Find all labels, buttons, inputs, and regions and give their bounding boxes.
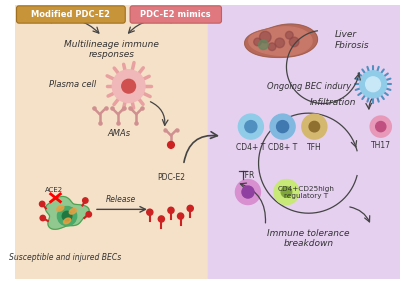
Circle shape <box>270 114 295 139</box>
Circle shape <box>245 121 257 133</box>
Text: PDC-E2: PDC-E2 <box>157 174 185 182</box>
Circle shape <box>62 211 72 221</box>
Circle shape <box>289 37 299 47</box>
Circle shape <box>178 213 184 219</box>
Text: Release: Release <box>106 195 136 204</box>
Circle shape <box>58 206 77 226</box>
FancyBboxPatch shape <box>16 6 125 23</box>
Circle shape <box>242 186 254 198</box>
Circle shape <box>268 43 276 51</box>
Text: ACE2: ACE2 <box>44 187 63 193</box>
Circle shape <box>112 70 145 103</box>
Circle shape <box>168 141 174 148</box>
Polygon shape <box>245 24 318 57</box>
Ellipse shape <box>64 218 70 224</box>
Text: TFR: TFR <box>241 170 255 179</box>
Text: CD8+ T: CD8+ T <box>268 143 297 152</box>
Text: CD4+CD25high
regulatory T: CD4+CD25high regulatory T <box>277 185 334 199</box>
Circle shape <box>366 77 380 92</box>
Circle shape <box>86 212 92 217</box>
Circle shape <box>286 31 293 39</box>
Text: CD4+ T: CD4+ T <box>236 143 266 152</box>
Circle shape <box>83 198 88 203</box>
Text: Susceptible and injured BECs: Susceptible and injured BECs <box>9 253 121 262</box>
Circle shape <box>309 121 320 132</box>
Circle shape <box>147 209 153 215</box>
Circle shape <box>275 38 284 48</box>
Text: Infiltration: Infiltration <box>309 98 356 107</box>
Ellipse shape <box>69 208 76 214</box>
Text: Modified PDC-E2: Modified PDC-E2 <box>31 10 110 19</box>
Text: PDC-E2 mimics: PDC-E2 mimics <box>140 10 211 19</box>
Circle shape <box>254 38 262 46</box>
Circle shape <box>370 116 391 137</box>
Circle shape <box>376 122 386 132</box>
Circle shape <box>187 205 193 212</box>
Text: Plasma cell: Plasma cell <box>49 80 96 89</box>
Circle shape <box>238 114 263 139</box>
Polygon shape <box>46 197 89 229</box>
Text: AMAs: AMAs <box>108 130 130 139</box>
Circle shape <box>40 215 46 221</box>
Circle shape <box>302 114 327 139</box>
Circle shape <box>258 40 268 50</box>
Circle shape <box>236 179 260 204</box>
Circle shape <box>260 31 271 43</box>
Circle shape <box>122 79 136 93</box>
Text: TFH: TFH <box>307 143 322 152</box>
Bar <box>208 5 400 279</box>
Text: TH17: TH17 <box>371 141 391 150</box>
Circle shape <box>274 179 299 204</box>
Polygon shape <box>249 27 312 55</box>
Circle shape <box>276 121 289 133</box>
Text: Immune tolerance
breakdown: Immune tolerance breakdown <box>267 229 350 248</box>
Text: Liver
Fbirosis: Liver Fbirosis <box>334 30 369 50</box>
Circle shape <box>40 201 45 207</box>
Circle shape <box>360 71 386 98</box>
Circle shape <box>158 216 164 222</box>
Circle shape <box>168 207 174 213</box>
Ellipse shape <box>57 206 64 211</box>
Text: Multilineage immune
responses: Multilineage immune responses <box>64 40 159 59</box>
FancyBboxPatch shape <box>130 6 222 23</box>
Text: Ongoing BEC indury: Ongoing BEC indury <box>267 82 352 91</box>
Circle shape <box>281 187 292 197</box>
Bar <box>15 5 208 279</box>
